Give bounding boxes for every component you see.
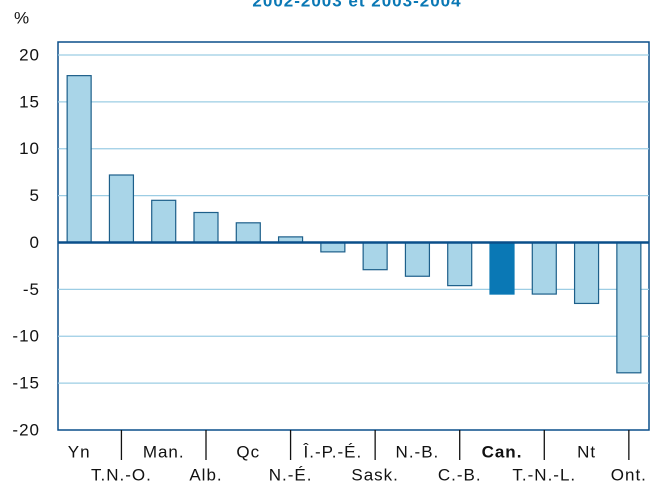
x-tick-label: N.-É. — [269, 465, 313, 484]
bar — [320, 241, 346, 253]
y-tick-label: -5 — [23, 280, 40, 299]
y-tick-label: 0 — [30, 233, 40, 252]
bar — [489, 241, 515, 295]
y-tick-label: -20 — [12, 420, 40, 439]
bar — [108, 174, 135, 244]
x-tick-label: Î.-P.-É. — [303, 442, 363, 461]
x-tick-label: Yn — [68, 442, 91, 461]
x-tick-label: Alb. — [189, 465, 222, 484]
y-axis-label: % — [14, 8, 30, 27]
bar — [573, 241, 600, 305]
x-tick-label: Man. — [143, 442, 185, 461]
x-tick-label: T.N.-O. — [91, 465, 152, 484]
x-tick-label: C.-B. — [438, 465, 482, 484]
bar — [66, 75, 92, 244]
x-tick-label: Ont. — [611, 465, 647, 484]
x-tick-label: T.-N.-L. — [512, 465, 576, 484]
bar — [531, 241, 557, 295]
chart-title: 2002-2003 et 2003-2004 — [252, 0, 461, 10]
y-tick-label: 10 — [19, 139, 40, 158]
x-tick-label: N.-B. — [396, 442, 440, 461]
y-tick-label: 20 — [19, 45, 40, 64]
y-tick-label: -10 — [12, 327, 40, 346]
plot-frame — [57, 41, 650, 431]
x-tick-label: Sask. — [351, 465, 399, 484]
bar — [235, 222, 261, 244]
bar — [404, 241, 431, 277]
x-tick-label: Nt — [577, 442, 596, 461]
bar — [616, 241, 642, 374]
y-tick-label: 15 — [19, 92, 40, 111]
y-tick-label: 5 — [30, 186, 40, 205]
bar — [362, 241, 388, 271]
y-tick-label: -15 — [12, 374, 40, 393]
x-tick-label: Qc — [236, 442, 260, 461]
bar — [447, 241, 473, 287]
x-tick-label: Can. — [482, 442, 523, 461]
bar — [151, 199, 177, 244]
bar — [193, 211, 219, 244]
